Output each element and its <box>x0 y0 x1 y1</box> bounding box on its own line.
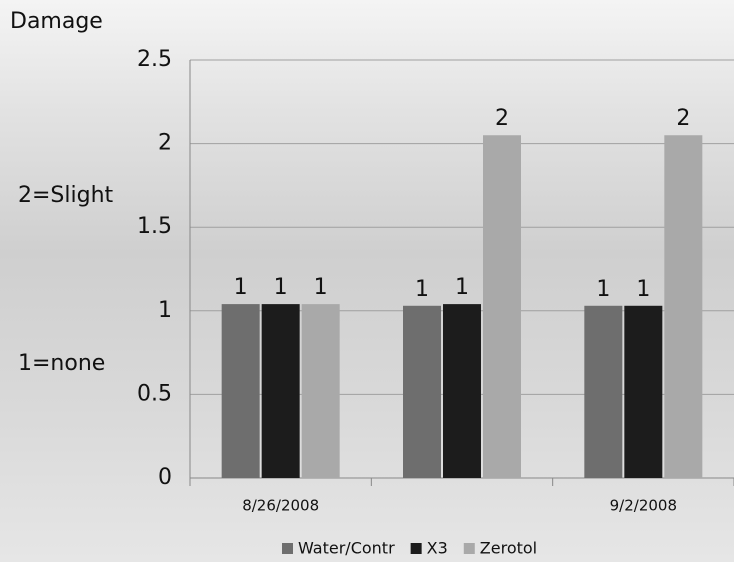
y-tick-label: 1 <box>158 298 172 323</box>
data-label: 2 <box>495 106 509 131</box>
legend-swatch <box>410 543 422 554</box>
data-label: 1 <box>636 277 650 302</box>
x-tick-label: 8/26/2008 <box>242 497 319 515</box>
bar <box>664 135 703 479</box>
data-label: 1 <box>415 277 429 302</box>
data-label: 1 <box>596 277 610 302</box>
x-tick-label: 9/2/2008 <box>610 497 677 515</box>
legend-label: Zerotol <box>480 539 537 558</box>
bar <box>301 304 340 478</box>
data-label: 2 <box>676 106 690 131</box>
bar <box>261 304 300 478</box>
data-label: 1 <box>314 275 328 300</box>
y-tick-label: 0.5 <box>137 381 172 406</box>
data-label: 1 <box>234 275 248 300</box>
data-label: 1 <box>455 275 469 300</box>
bar <box>483 135 521 479</box>
bar <box>403 305 441 478</box>
y-tick-label: 1.5 <box>137 214 172 239</box>
bar <box>624 305 663 478</box>
annotation: 1=none <box>18 351 105 376</box>
data-label: 1 <box>274 275 288 300</box>
bar <box>221 304 260 478</box>
legend-swatch <box>463 543 475 554</box>
bar <box>443 304 481 478</box>
legend-swatch <box>282 543 293 554</box>
bar <box>584 305 623 478</box>
legend-label: Water/Contr <box>298 539 395 558</box>
y-tick-label: 2.5 <box>137 47 172 72</box>
axis-title: Damage <box>10 9 103 34</box>
y-tick-label: 0 <box>158 465 172 490</box>
annotation: 2=Slight <box>18 183 114 208</box>
legend-label: X3 <box>427 539 448 558</box>
y-tick-label: 2 <box>158 131 172 156</box>
